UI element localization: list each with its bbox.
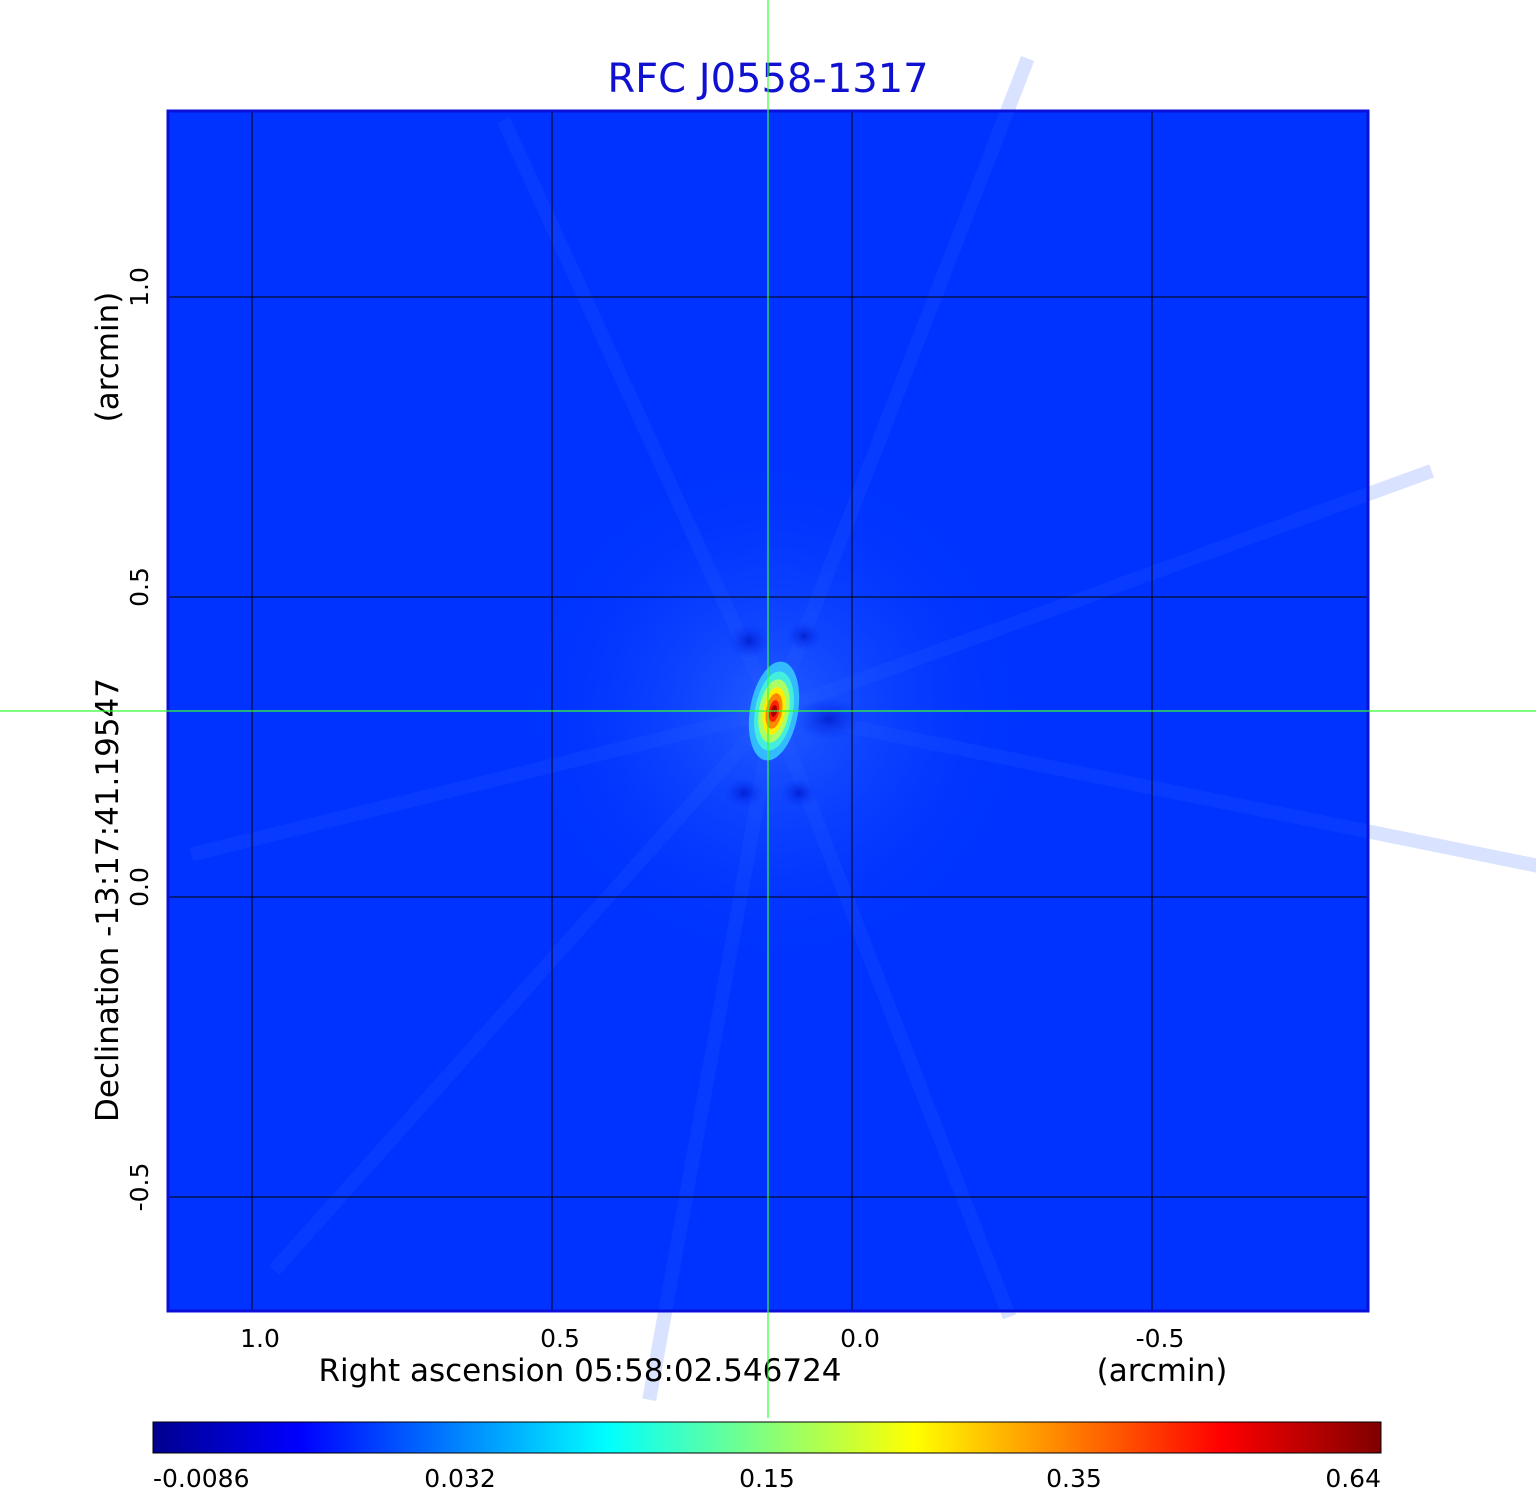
negative-lobe xyxy=(724,778,764,808)
colorbar-tick-label: 0.032 xyxy=(424,1464,496,1493)
y-tick-label: 0.0 xyxy=(125,867,154,907)
artifact-streak xyxy=(771,464,1434,718)
y-tick-labels: 1.0 0.5 0.0 -0.5 xyxy=(125,267,154,1211)
artifact-streak xyxy=(497,117,781,714)
colorbar xyxy=(152,1421,1382,1454)
artifact-streak xyxy=(642,709,781,1402)
y-tick-label: 1.0 xyxy=(125,267,154,307)
x-tick-label: 0.5 xyxy=(540,1324,580,1353)
colorbar-tick-label: -0.0086 xyxy=(153,1464,250,1493)
artifact-streak xyxy=(772,704,1536,873)
artifact-streak xyxy=(767,708,1017,1320)
colorbar-tick-labels: -0.0086 0.032 0.15 0.35 0.64 xyxy=(153,1464,1381,1493)
y-tick-label: -0.5 xyxy=(125,1163,154,1212)
artifact-streak xyxy=(767,56,1035,714)
x-axis-unit: (arcmin) xyxy=(1097,1353,1228,1389)
x-tick-labels: 1.0 0.5 0.0 -0.5 xyxy=(240,1324,1184,1353)
y-axis-label: Declination -13:17:41.19547 xyxy=(90,678,126,1122)
negative-lobe xyxy=(781,778,817,808)
y-axis-unit: (arcmin) xyxy=(90,292,126,423)
x-tick-label: 1.0 xyxy=(240,1324,280,1353)
x-tick-label: -0.5 xyxy=(1136,1324,1185,1353)
negative-lobe xyxy=(727,623,771,659)
x-tick-label: 0.0 xyxy=(840,1324,880,1353)
negative-lobe xyxy=(794,697,864,741)
x-axis-label: Right ascension 05:58:02.546724 xyxy=(318,1353,841,1389)
negative-lobe xyxy=(786,621,822,651)
colorbar-tick-label: 0.15 xyxy=(739,1464,795,1493)
artifact-streak xyxy=(189,704,776,862)
crosshair xyxy=(0,0,1536,1418)
y-tick-label: 0.5 xyxy=(125,567,154,607)
colorbar-tick-label: 0.35 xyxy=(1046,1464,1102,1493)
colorbar-tick-label: 0.64 xyxy=(1325,1464,1381,1493)
artifact-streak xyxy=(269,706,780,1275)
